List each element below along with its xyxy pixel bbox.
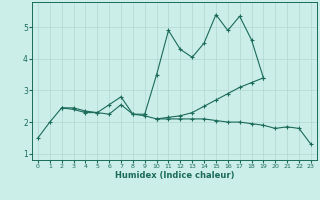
X-axis label: Humidex (Indice chaleur): Humidex (Indice chaleur) bbox=[115, 171, 234, 180]
